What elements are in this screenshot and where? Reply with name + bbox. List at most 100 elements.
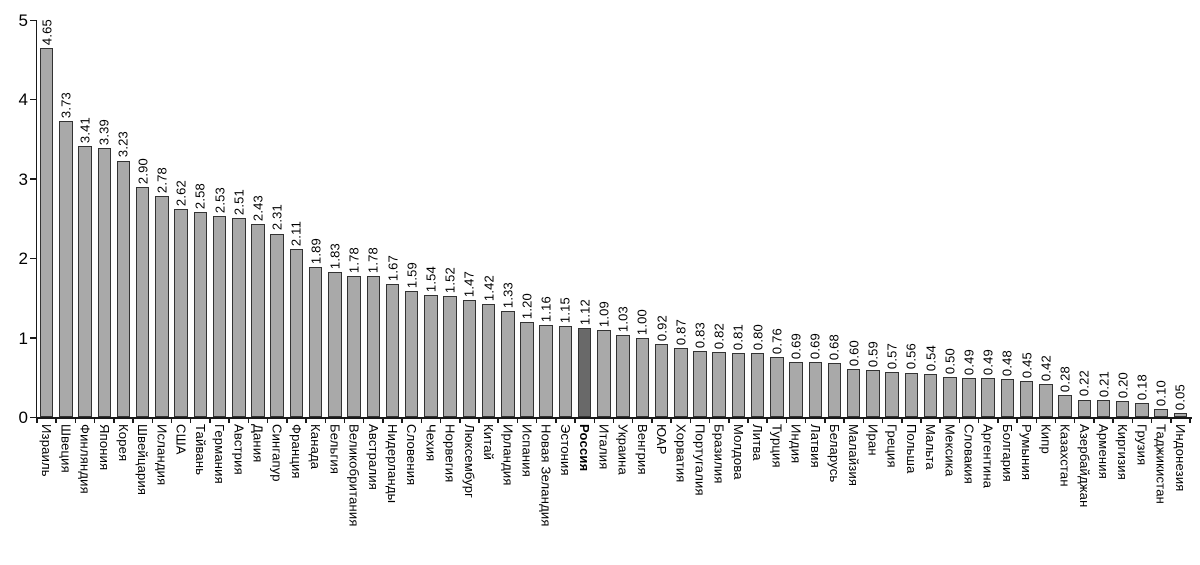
bar-value-label: 1.12 bbox=[577, 298, 593, 326]
x-tick bbox=[631, 418, 634, 423]
x-tick bbox=[286, 418, 288, 423]
bar bbox=[770, 356, 784, 417]
bar-value-label: 0.18 bbox=[1134, 373, 1150, 400]
x-tick bbox=[766, 418, 768, 423]
bar-value-label: 3.23 bbox=[115, 131, 131, 158]
bar-value-label: 0.21 bbox=[1096, 371, 1112, 398]
category-label: Таджикистан bbox=[1153, 424, 1169, 504]
bar-value-label: 1.78 bbox=[346, 246, 362, 273]
x-tick bbox=[708, 418, 711, 423]
category-label: Швейцария bbox=[135, 424, 151, 496]
category-label: Канада bbox=[308, 424, 324, 470]
bar bbox=[59, 120, 73, 417]
category-label: Аргентина bbox=[980, 424, 996, 489]
category-label: Латвия bbox=[807, 424, 823, 468]
x-tick bbox=[189, 418, 192, 423]
bar-value-label: 2.11 bbox=[288, 221, 304, 247]
category-label: Австрия bbox=[231, 424, 247, 475]
bar bbox=[635, 337, 650, 417]
bar bbox=[674, 347, 688, 417]
bar bbox=[347, 275, 361, 417]
x-tick bbox=[651, 418, 653, 423]
bar-value-label: 0.80 bbox=[750, 324, 766, 351]
x-tick bbox=[689, 418, 692, 423]
bar-value-label: 0.87 bbox=[673, 318, 689, 345]
bar bbox=[827, 363, 842, 417]
x-tick bbox=[1054, 418, 1057, 423]
category-label: Словакия bbox=[961, 424, 977, 484]
bar-value-label: 0.49 bbox=[961, 349, 977, 376]
bar-value-label: 2.31 bbox=[269, 204, 285, 231]
bar bbox=[943, 377, 957, 417]
x-tick bbox=[612, 418, 615, 423]
category-label: Нидерланды bbox=[385, 424, 400, 504]
bar bbox=[97, 147, 111, 417]
bar bbox=[366, 275, 381, 417]
y-tick-label: 4 bbox=[18, 90, 28, 110]
category-label: Украина bbox=[615, 424, 631, 475]
x-tick bbox=[459, 418, 461, 423]
bar bbox=[904, 372, 919, 417]
bar-value-label: 2.90 bbox=[135, 157, 151, 184]
bar bbox=[597, 330, 611, 417]
bar bbox=[1019, 381, 1034, 417]
bar bbox=[308, 266, 323, 417]
x-tick bbox=[170, 418, 173, 423]
bar bbox=[1058, 394, 1072, 417]
x-tick bbox=[920, 418, 922, 423]
x-tick bbox=[574, 418, 576, 423]
category-label: Китай bbox=[481, 424, 497, 461]
bar bbox=[808, 362, 823, 417]
bar-value-label: 0.49 bbox=[980, 349, 996, 376]
bar bbox=[962, 378, 976, 417]
bar-value-label: 1.59 bbox=[404, 261, 420, 288]
category-label: Польша bbox=[903, 424, 919, 474]
bar bbox=[731, 352, 746, 417]
x-tick bbox=[420, 418, 423, 423]
x-tick bbox=[266, 418, 269, 423]
x-tick bbox=[478, 418, 480, 423]
bar-highlighted bbox=[577, 328, 592, 417]
x-tick bbox=[1093, 418, 1095, 423]
bar bbox=[1115, 401, 1130, 417]
bar-value-label: 0.92 bbox=[654, 314, 670, 341]
bar-value-label: 2.53 bbox=[212, 187, 228, 214]
bar bbox=[39, 47, 54, 417]
category-label: Исландия bbox=[154, 424, 170, 486]
y-axis bbox=[35, 20, 37, 419]
category-label: Словения bbox=[404, 424, 420, 486]
bar-value-label: 3.39 bbox=[96, 118, 112, 145]
category-label: Малайзия bbox=[846, 424, 862, 487]
bar bbox=[539, 324, 553, 417]
bar bbox=[424, 294, 438, 417]
bar-value-label: 0.42 bbox=[1038, 354, 1054, 381]
category-label: Новая Зеландия bbox=[538, 424, 554, 527]
x-tick bbox=[728, 418, 730, 423]
x-tick bbox=[977, 418, 980, 423]
bar-value-label: 0.05 bbox=[1172, 383, 1188, 411]
category-label: Литва bbox=[750, 424, 766, 461]
x-tick bbox=[1189, 418, 1191, 423]
category-label: Болгария bbox=[999, 424, 1015, 482]
bar bbox=[1135, 402, 1149, 417]
category-label: Испания bbox=[519, 424, 535, 477]
bar bbox=[135, 186, 150, 417]
x-tick bbox=[670, 418, 672, 423]
bar bbox=[270, 233, 284, 417]
bar-value-label: 3.41 bbox=[77, 117, 93, 144]
bar bbox=[846, 369, 861, 417]
x-tick bbox=[1150, 418, 1153, 423]
bar bbox=[616, 335, 630, 417]
x-axis bbox=[35, 417, 1192, 419]
y-tick bbox=[30, 98, 36, 101]
bar-value-label: 1.83 bbox=[327, 242, 343, 269]
category-label: Эстония bbox=[557, 424, 573, 476]
category-label: Ирландия bbox=[500, 424, 516, 486]
bar-value-label: 1.03 bbox=[615, 306, 631, 333]
bar-value-label: 2.43 bbox=[250, 194, 266, 222]
x-tick bbox=[862, 418, 865, 423]
bar-value-label: 4.65 bbox=[39, 18, 55, 45]
bar bbox=[212, 216, 227, 417]
bar-value-label: 0.56 bbox=[903, 343, 919, 370]
